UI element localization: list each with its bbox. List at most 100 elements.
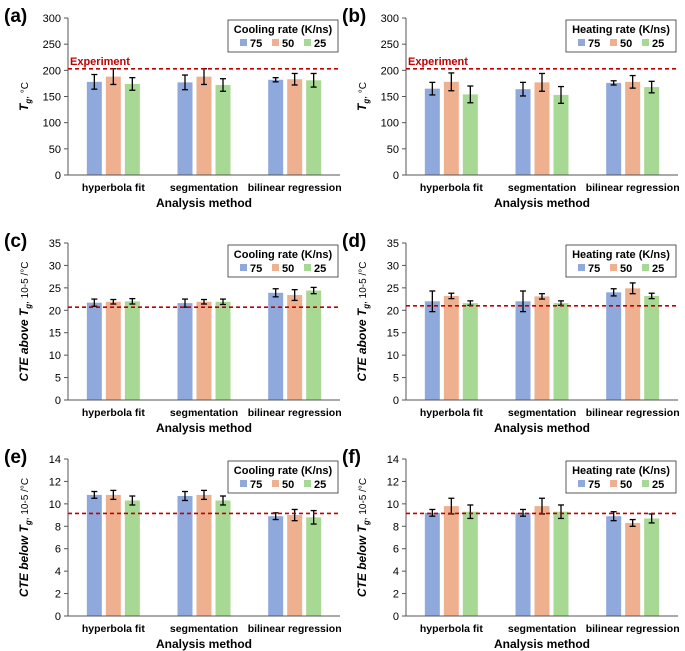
legend-box bbox=[565, 244, 677, 278]
category-label: hyperbola fit bbox=[82, 182, 146, 194]
y-tick-label: 250 bbox=[381, 39, 399, 51]
y-tick-label: 0 bbox=[393, 611, 399, 623]
bar-25 bbox=[462, 94, 478, 175]
bar-25 bbox=[124, 83, 140, 175]
y-tick-label: 50 bbox=[49, 144, 61, 156]
y-tick-label: 25 bbox=[49, 283, 61, 295]
bar-25 bbox=[553, 511, 569, 616]
bar-75 bbox=[424, 88, 440, 175]
y-tick-label: 100 bbox=[381, 118, 399, 130]
bar-50 bbox=[534, 82, 550, 175]
y-tick-label: 10 bbox=[387, 350, 399, 362]
bar-50 bbox=[443, 506, 459, 616]
category-label: segmentation bbox=[508, 623, 576, 635]
legend-swatch-50 bbox=[610, 39, 617, 46]
bar-25 bbox=[215, 84, 231, 175]
legend-title: Cooling rate (K/ns) bbox=[234, 465, 333, 477]
x-axis-title: Analysis method bbox=[156, 196, 252, 210]
legend-swatch-50 bbox=[272, 480, 279, 487]
legend-swatch-25 bbox=[304, 480, 311, 487]
y-tick-label: 14 bbox=[387, 454, 399, 466]
legend-swatch-75 bbox=[240, 264, 247, 271]
bar-50 bbox=[287, 515, 303, 616]
bar-75 bbox=[606, 516, 622, 616]
bar-75 bbox=[606, 292, 622, 400]
y-tick-label: 100 bbox=[43, 118, 61, 130]
y-tick-label: 250 bbox=[43, 39, 61, 51]
y-tick-label: 2 bbox=[55, 589, 61, 601]
legend-swatch-75 bbox=[240, 39, 247, 46]
y-tick-label: 50 bbox=[387, 144, 399, 156]
legend-label-25: 25 bbox=[314, 479, 326, 491]
x-axis-title: Analysis method bbox=[494, 196, 590, 210]
category-label: bilinear regression bbox=[248, 407, 342, 419]
bar-50 bbox=[105, 494, 121, 616]
bar-75 bbox=[606, 82, 622, 175]
legend-box bbox=[227, 244, 339, 278]
legend-label-75: 75 bbox=[588, 263, 600, 275]
legend-label-50: 50 bbox=[620, 479, 632, 491]
legend-swatch-75 bbox=[578, 39, 585, 46]
legend-swatch-50 bbox=[610, 264, 617, 271]
category-label: bilinear regression bbox=[586, 182, 680, 194]
panel-c: (c) 0 5 10 15 20 25 30 35 hyperbola fit segmentati… bbox=[4, 231, 342, 435]
bar-75 bbox=[86, 302, 102, 400]
y-tick-label: 12 bbox=[49, 476, 61, 488]
y-axis-title: Tg, °C bbox=[355, 82, 371, 111]
y-tick-label: 4 bbox=[393, 566, 399, 578]
y-tick-label: 4 bbox=[55, 566, 61, 578]
y-tick-label: 0 bbox=[55, 395, 61, 407]
y-tick-label: 0 bbox=[393, 170, 399, 182]
bar-50 bbox=[625, 81, 641, 175]
legend-title: Heating rate (K/ns) bbox=[572, 465, 670, 477]
y-tick-label: 10 bbox=[49, 499, 61, 511]
legend-swatch-75 bbox=[240, 480, 247, 487]
bar-75 bbox=[177, 496, 193, 616]
y-axis-title: CTE below Tg, 10-5 /°C bbox=[17, 478, 33, 597]
panel-label: (c) bbox=[4, 231, 27, 252]
x-axis-title: Analysis method bbox=[156, 421, 252, 435]
y-axis-title: CTE below Tg, 10-5 /°C bbox=[355, 478, 371, 597]
bar-25 bbox=[215, 500, 231, 616]
y-axis-title: CTE above Tg, 10-5 /°C bbox=[17, 262, 33, 382]
y-tick-label: 30 bbox=[387, 260, 399, 272]
legend-swatch-75 bbox=[578, 264, 585, 271]
bar-50 bbox=[534, 296, 550, 400]
panel-d: (d) 0 5 10 15 20 25 30 35 hyperbola fit segmentati… bbox=[342, 231, 680, 435]
y-tick-label: 150 bbox=[43, 92, 61, 104]
panel-label: (a) bbox=[4, 6, 27, 27]
legend-label-75: 75 bbox=[588, 38, 600, 50]
bar-50 bbox=[105, 76, 121, 175]
panel-f: (f) 0 2 4 6 8 10 12 14 hyperbola fit segmentation b… bbox=[342, 447, 680, 651]
bar-50 bbox=[105, 301, 121, 400]
legend-swatch-50 bbox=[272, 264, 279, 271]
x-axis-title: Analysis method bbox=[494, 637, 590, 651]
category-label: segmentation bbox=[508, 182, 576, 194]
bar-75 bbox=[515, 512, 531, 616]
bar-75 bbox=[268, 292, 284, 400]
bar-50 bbox=[196, 301, 212, 400]
category-label: segmentation bbox=[508, 407, 576, 419]
panel-label: (b) bbox=[342, 6, 366, 27]
legend-title: Cooling rate (K/ns) bbox=[234, 24, 333, 36]
legend-label-50: 50 bbox=[620, 263, 632, 275]
y-tick-label: 5 bbox=[393, 373, 399, 385]
y-tick-label: 2 bbox=[393, 589, 399, 601]
legend-title: Cooling rate (K/ns) bbox=[234, 249, 333, 261]
bar-25 bbox=[306, 517, 322, 616]
bar-50 bbox=[196, 76, 212, 175]
bar-50 bbox=[625, 522, 641, 616]
legend-label-25: 25 bbox=[314, 263, 326, 275]
bar-75 bbox=[177, 82, 193, 175]
category-label: hyperbola fit bbox=[82, 407, 146, 419]
y-tick-label: 300 bbox=[43, 13, 61, 25]
legend-title: Heating rate (K/ns) bbox=[572, 249, 670, 261]
bar-25 bbox=[644, 87, 660, 175]
legend-swatch-25 bbox=[642, 480, 649, 487]
reference-label: Experiment bbox=[408, 56, 468, 68]
legend-label-50: 50 bbox=[620, 38, 632, 50]
bar-25 bbox=[553, 303, 569, 400]
legend-label-75: 75 bbox=[250, 263, 262, 275]
legend-label-50: 50 bbox=[282, 479, 294, 491]
